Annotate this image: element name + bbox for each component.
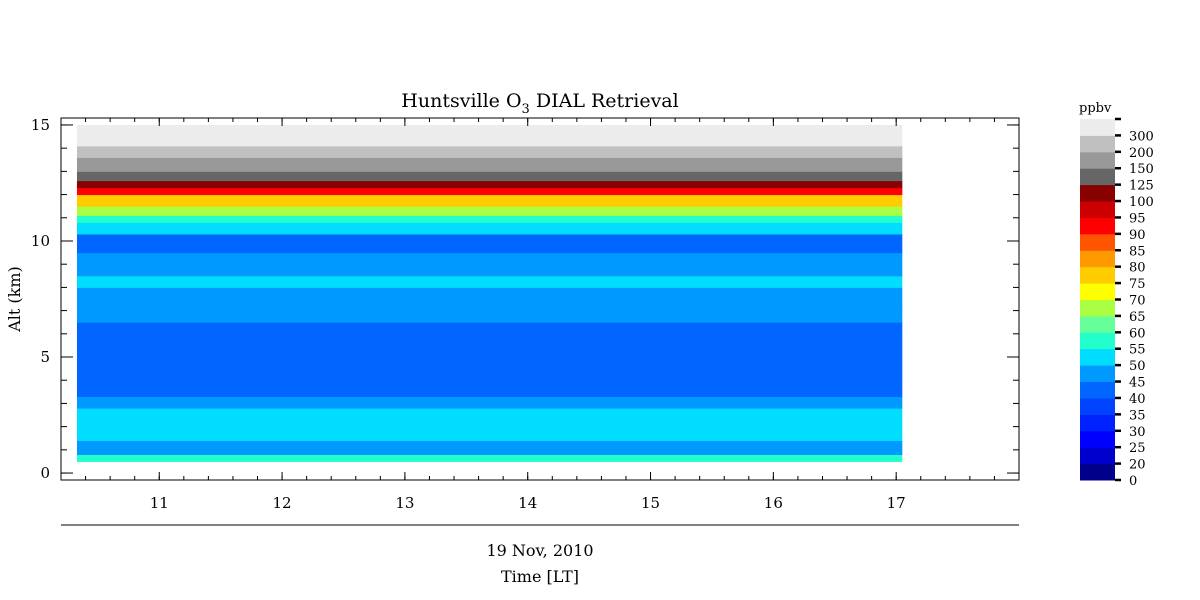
colorbar-label: 200: [1129, 146, 1154, 161]
x-tick-label: 15: [641, 494, 660, 512]
colorbar-swatch: [1080, 233, 1115, 251]
colorbar-swatch: [1080, 315, 1115, 333]
heatmap-layer: [76, 187, 903, 196]
y-ticks: 0 5 10 15: [31, 116, 1019, 482]
heatmap-layer: [76, 194, 903, 207]
heatmap-layer: [76, 275, 903, 288]
colorbar-swatch: [1080, 201, 1115, 218]
colorbar-swatch: [1080, 299, 1115, 317]
colorbar-swatch: [1080, 332, 1115, 350]
heatmap-layer: [76, 368, 903, 397]
heatmap-layer: [76, 396, 903, 409]
colorbar-label: 90: [1129, 228, 1146, 243]
heatmap-layer: [76, 440, 903, 455]
colorbar-swatch: [1080, 414, 1115, 432]
heatmap-layer: [76, 124, 903, 147]
y-tick-label: 10: [31, 232, 50, 250]
heatmap-layer: [76, 222, 903, 235]
colorbar-label: 300: [1129, 129, 1154, 144]
colorbar-swatch: [1080, 447, 1115, 465]
y-tick-label: 0: [40, 464, 50, 482]
colorbar-swatch: [1080, 283, 1115, 300]
heatmap-layer: [76, 157, 903, 172]
colorbar-swatch: [1080, 168, 1115, 186]
colorbar-label: 150: [1129, 162, 1154, 177]
colorbar-swatch: [1080, 381, 1115, 399]
x-tick-label: 17: [887, 494, 906, 512]
heatmap-layer: [76, 322, 903, 346]
colorbar-label: 25: [1129, 441, 1146, 456]
x-tick-label: 12: [273, 494, 292, 512]
heatmap-layer: [76, 180, 903, 189]
heatmap-layer: [76, 215, 903, 223]
heatmap-layer: [76, 206, 903, 216]
colorbar-swatch: [1080, 348, 1115, 366]
colorbar-label: 85: [1129, 244, 1146, 259]
x-axis-label: Time [LT]: [501, 567, 579, 586]
colorbar-label: 60: [1129, 326, 1146, 341]
date-label: 19 Nov, 2010: [486, 541, 593, 560]
colorbar-label: 20: [1129, 458, 1146, 473]
colorbar-label: 95: [1129, 211, 1146, 226]
colorbar-swatch: [1080, 430, 1115, 448]
colorbar-swatch: [1080, 250, 1115, 268]
colorbar-label: 30: [1129, 425, 1146, 440]
y-tick-label: 5: [40, 348, 50, 366]
colorbar-label: 50: [1129, 359, 1146, 374]
colorbar-label: 55: [1129, 343, 1146, 358]
colorbar-swatch: [1080, 119, 1115, 136]
colorbar-swatch: [1080, 266, 1115, 284]
heatmap-layer: [76, 454, 903, 462]
colorbar-swatch: [1080, 463, 1115, 481]
colorbar-label: 65: [1129, 310, 1146, 325]
x-tick-label: 16: [764, 494, 783, 512]
colorbar-label: 100: [1129, 195, 1154, 210]
chart-title: Huntsville O3 DIAL Retrieval: [401, 90, 678, 117]
heatmap-layer: [76, 305, 903, 323]
colorbar-label: 75: [1129, 277, 1146, 292]
heatmap-layer: [76, 252, 903, 277]
colorbar-swatch: [1080, 397, 1115, 415]
colorbar-label: 40: [1129, 392, 1146, 407]
colorbar-label: 35: [1129, 408, 1146, 423]
colorbar-label: 70: [1129, 294, 1146, 309]
heatmap-layer: [76, 171, 903, 182]
colorbar-label: 125: [1129, 179, 1154, 194]
plot-frame: [60, 117, 1020, 481]
x-tick-label: 11: [150, 494, 169, 512]
colorbar-swatch: [1080, 365, 1115, 383]
colorbar-swatch: [1080, 184, 1115, 202]
heatmap-layer: [76, 145, 903, 158]
x-tick-label: 13: [395, 494, 414, 512]
heatmap-layer: [76, 234, 903, 254]
colorbar-unit: ppbv: [1079, 101, 1112, 116]
heatmap-layer: [76, 408, 903, 442]
colorbar-swatch: [1080, 135, 1115, 153]
colorbar-swatch: [1080, 217, 1115, 235]
y-tick-label: 15: [31, 116, 50, 134]
colorbar-swatch: [1080, 151, 1115, 169]
colorbar-label: 0: [1129, 474, 1137, 489]
colorbar-label: 45: [1129, 376, 1146, 391]
heatmap-cells: [76, 124, 903, 462]
y-axis-label: Alt (km): [5, 266, 24, 333]
x-tick-label: 14: [518, 494, 537, 512]
heatmap-layer: [76, 345, 903, 370]
heatmap-layer: [76, 287, 903, 307]
x-ticks: 11 12 13 14 15 16 17: [60, 118, 1020, 512]
colorbar-label: 80: [1129, 261, 1146, 276]
